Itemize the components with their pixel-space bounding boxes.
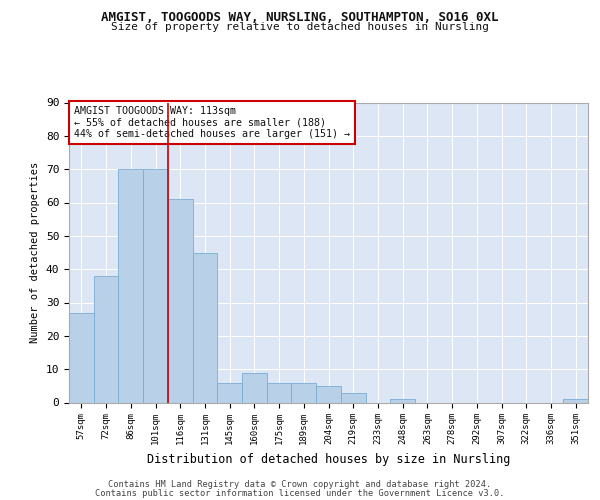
Bar xyxy=(267,382,292,402)
Bar xyxy=(69,312,94,402)
Bar xyxy=(390,399,415,402)
Text: Contains HM Land Registry data © Crown copyright and database right 2024.: Contains HM Land Registry data © Crown c… xyxy=(109,480,491,489)
Bar xyxy=(242,372,267,402)
Bar xyxy=(316,386,341,402)
Text: Size of property relative to detached houses in Nursling: Size of property relative to detached ho… xyxy=(111,22,489,32)
Text: AMGIST, TOOGOODS WAY, NURSLING, SOUTHAMPTON, SO16 0XL: AMGIST, TOOGOODS WAY, NURSLING, SOUTHAMP… xyxy=(101,11,499,24)
Bar xyxy=(341,392,365,402)
X-axis label: Distribution of detached houses by size in Nursling: Distribution of detached houses by size … xyxy=(147,453,510,466)
Bar xyxy=(217,382,242,402)
Y-axis label: Number of detached properties: Number of detached properties xyxy=(30,162,40,343)
Bar xyxy=(143,169,168,402)
Text: Contains public sector information licensed under the Government Licence v3.0.: Contains public sector information licen… xyxy=(95,489,505,498)
Bar xyxy=(193,252,217,402)
Text: AMGIST TOOGOODS WAY: 113sqm
← 55% of detached houses are smaller (188)
44% of se: AMGIST TOOGOODS WAY: 113sqm ← 55% of det… xyxy=(74,106,350,138)
Bar xyxy=(168,199,193,402)
Bar xyxy=(94,276,118,402)
Bar xyxy=(292,382,316,402)
Bar xyxy=(563,399,588,402)
Bar xyxy=(118,169,143,402)
